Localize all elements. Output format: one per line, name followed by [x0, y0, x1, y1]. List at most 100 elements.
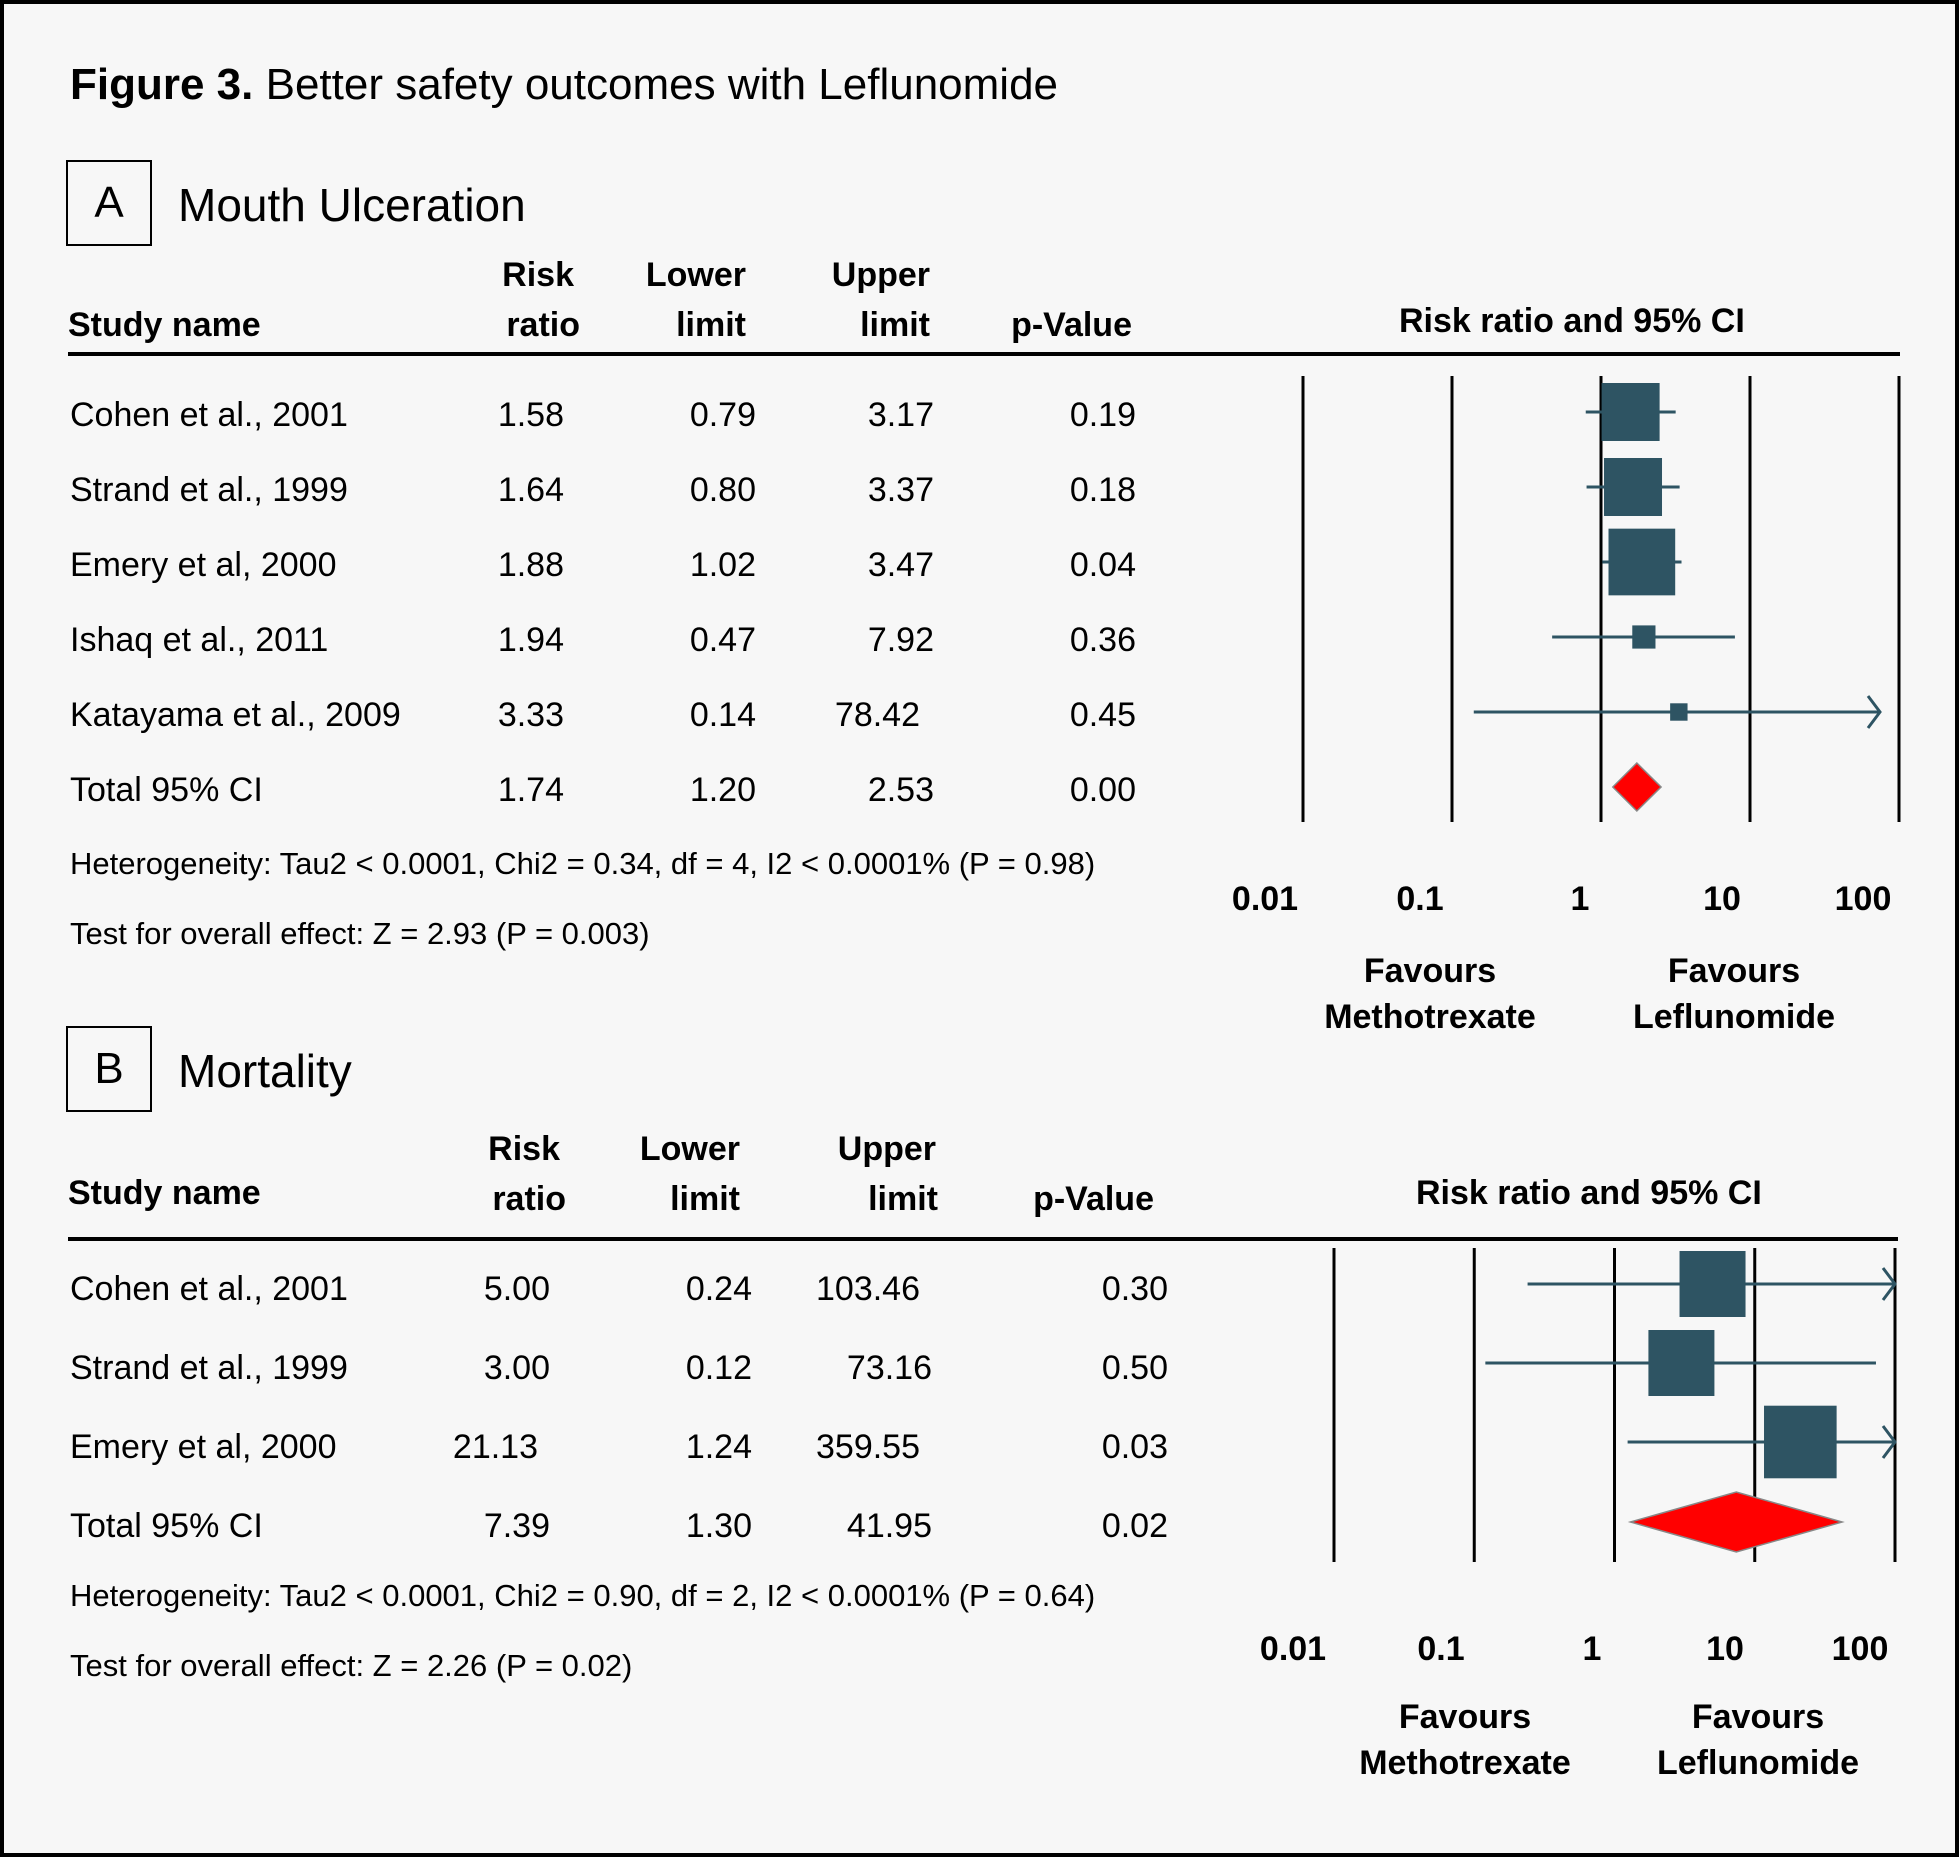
- header-study-name: Study name: [68, 306, 261, 344]
- p-value: 0.18: [1069, 471, 1136, 509]
- study-name: Strand et al., 1999: [70, 471, 348, 509]
- upper-limit: 3.47: [867, 546, 934, 584]
- tick-label: 1: [1583, 1630, 1602, 1668]
- upper-limit: 359.55: [816, 1428, 920, 1466]
- panel-b-letter-box: B: [66, 1026, 152, 1112]
- header-study-name: Study name: [68, 1174, 261, 1212]
- risk-ratio: 1.58: [497, 396, 564, 434]
- header-lower-limit: limit: [676, 306, 746, 344]
- header-risk: Risk: [488, 1130, 560, 1168]
- header-upper: Upper: [837, 1130, 936, 1168]
- risk-ratio: 5.00: [483, 1270, 550, 1308]
- favours-leflunomide-label: Leflunomide: [1657, 1744, 1859, 1782]
- pooled-diamond: [1627, 1491, 1845, 1553]
- study-box: [1670, 703, 1688, 721]
- risk-ratio: 21.13: [452, 1428, 538, 1466]
- header-ratio: ratio: [506, 306, 580, 344]
- p-value: 0.50: [1101, 1349, 1168, 1387]
- upper-limit: 73.16: [846, 1349, 932, 1387]
- risk-ratio: 7.39: [483, 1507, 550, 1545]
- p-value: 0.04: [1069, 546, 1136, 584]
- p-value: 0.03: [1101, 1428, 1168, 1466]
- heterogeneity-note: Heterogeneity: Tau2 < 0.0001, Chi2 = 0.3…: [70, 846, 1096, 881]
- study-box: [1608, 528, 1676, 596]
- overall-effect-note: Test for overall effect: Z = 2.93 (P = 0…: [70, 916, 650, 951]
- header-rule: [68, 352, 1900, 356]
- lower-limit: 1.24: [685, 1428, 752, 1466]
- p-value: 0.45: [1069, 696, 1136, 734]
- study-name: Emery et al, 2000: [70, 1428, 337, 1466]
- p-value: 0.30: [1101, 1270, 1168, 1308]
- lower-limit: 1.20: [689, 771, 756, 809]
- panel-b-letter: B: [94, 1044, 124, 1093]
- p-value: 0.19: [1069, 396, 1136, 434]
- favours-methotrexate-label: Favours: [1399, 1698, 1531, 1736]
- plot-title: Risk ratio and 95% CI: [1416, 1174, 1762, 1212]
- lower-limit: 0.12: [685, 1349, 752, 1387]
- study-name: Ishaq et al., 2011: [70, 621, 329, 659]
- study-box: [1632, 625, 1656, 649]
- panel-a-letter-box: A: [66, 160, 152, 246]
- study-name: Cohen et al., 2001: [70, 396, 348, 434]
- tick-label: 0.1: [1417, 1630, 1464, 1668]
- favours-leflunomide-label: Favours: [1692, 1698, 1824, 1736]
- ci-arrow: [1866, 695, 1882, 729]
- lower-limit: 1.02: [689, 546, 756, 584]
- study-box: [1679, 1251, 1746, 1317]
- study-box: [1604, 458, 1663, 516]
- favours-methotrexate-label: Favours: [1364, 952, 1496, 990]
- tick-label: 10: [1706, 1630, 1744, 1668]
- figure-title: Figure 3. Better safety outcomes with Le…: [70, 60, 1058, 110]
- figure-title-text: Better safety outcomes with Leflunomide: [265, 60, 1059, 109]
- study-name: Cohen et al., 2001: [70, 1270, 348, 1308]
- upper-limit: 7.92: [867, 621, 934, 659]
- study-name: Strand et al., 1999: [70, 1349, 348, 1387]
- study-box: [1601, 383, 1660, 441]
- study-name: Emery et al, 2000: [70, 546, 337, 584]
- panel-b-title: Mortality: [178, 1045, 352, 1097]
- tick-label: 0.1: [1396, 880, 1443, 918]
- upper-limit: 3.17: [867, 396, 934, 434]
- tick-label: 100: [1832, 1630, 1889, 1668]
- lower-limit: 0.24: [685, 1270, 752, 1308]
- overall-effect-note: Test for overall effect: Z = 2.26 (P = 0…: [70, 1648, 633, 1683]
- risk-ratio: 1.74: [497, 771, 564, 809]
- tick-label: 0.01: [1232, 880, 1298, 918]
- risk-ratio: 1.64: [497, 471, 564, 509]
- lower-limit: 1.30: [685, 1507, 752, 1545]
- study-name: Total 95% CI: [70, 771, 263, 809]
- header-p-value: p-Value: [1033, 1180, 1154, 1218]
- risk-ratio: 3.33: [497, 696, 564, 734]
- upper-limit: 41.95: [846, 1507, 932, 1545]
- header-lower: Lower: [645, 256, 746, 294]
- pooled-diamond: [1611, 761, 1663, 813]
- favours-leflunomide-label: Favours: [1668, 952, 1800, 990]
- p-value: 0.02: [1101, 1507, 1168, 1545]
- study-name: Total 95% CI: [70, 1507, 263, 1545]
- figure-label: Figure 3.: [70, 60, 254, 109]
- favours-methotrexate-label: Methotrexate: [1324, 998, 1536, 1036]
- upper-limit: 103.46: [816, 1270, 920, 1308]
- favours-methotrexate-label: Methotrexate: [1359, 1744, 1571, 1782]
- lower-limit: 0.14: [689, 696, 756, 734]
- header-upper-limit: limit: [868, 1180, 938, 1218]
- header-ratio: ratio: [492, 1180, 566, 1218]
- p-value: 0.36: [1069, 621, 1136, 659]
- risk-ratio: 1.88: [497, 546, 564, 584]
- upper-limit: 2.53: [867, 771, 934, 809]
- header-upper-limit: limit: [860, 306, 930, 344]
- ci-arrow: [1881, 1267, 1897, 1301]
- plot-title: Risk ratio and 95% CI: [1399, 302, 1745, 340]
- panel-a-title: Mouth Ulceration: [178, 179, 526, 231]
- risk-ratio: 1.94: [497, 621, 564, 659]
- header-risk: Risk: [502, 256, 574, 294]
- upper-limit: 3.37: [867, 471, 934, 509]
- header-lower-limit: limit: [670, 1180, 740, 1218]
- panel-a-letter: A: [94, 178, 124, 227]
- header-rule: [68, 1237, 1898, 1241]
- tick-label: 0.01: [1260, 1630, 1326, 1668]
- lower-limit: 0.79: [689, 396, 756, 434]
- p-value: 0.00: [1069, 771, 1136, 809]
